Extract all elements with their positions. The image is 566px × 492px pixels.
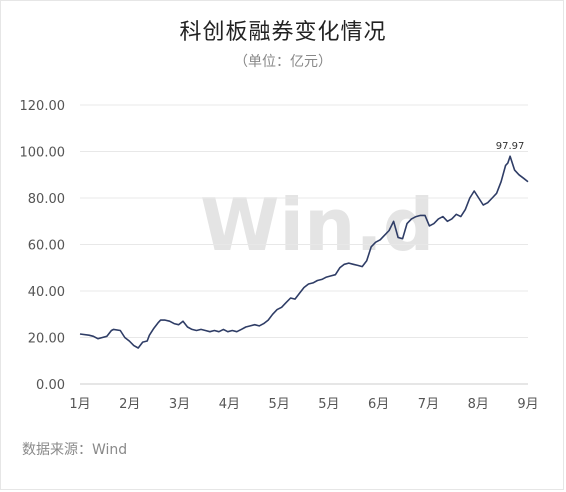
grid-lines — [80, 104, 528, 385]
x-tick-label: 5月 — [318, 397, 339, 412]
y-tick-label: 0.00 — [36, 378, 65, 393]
x-tick-label: 1月 — [69, 397, 90, 412]
x-axis: 1月 2月 3月 4月 5月 5月 6月 7月 8月 9月 — [69, 397, 538, 412]
chart-title: 科创板融券变化情况 — [179, 20, 387, 45]
y-axis: 120.00 100.00 80.00 60.00 40.00 20.00 0.00 — [20, 99, 66, 393]
y-tick-label: 60.00 — [28, 239, 65, 254]
y-tick-label: 40.00 — [28, 285, 65, 300]
x-tick-label: 4月 — [219, 397, 240, 412]
x-tick-label: 7月 — [418, 397, 439, 412]
watermark: Win.d — [200, 183, 434, 267]
y-tick-label: 20.00 — [28, 332, 65, 347]
y-tick-label: 120.00 — [20, 99, 66, 114]
source-note: 数据来源：Wind — [22, 442, 128, 458]
y-tick-label: 100.00 — [20, 146, 66, 161]
y-tick-label: 80.00 — [28, 192, 65, 207]
x-tick-label: 3月 — [169, 397, 190, 412]
x-tick-label: 9月 — [517, 397, 538, 412]
peak-label: 97.97 — [496, 141, 525, 152]
series-line — [79, 155, 529, 349]
x-tick-label: 8月 — [468, 397, 489, 412]
chart-subtitle: （单位：亿元） — [234, 54, 332, 70]
x-tick-label: 5月 — [268, 397, 289, 412]
x-tick-label: 6月 — [368, 397, 389, 412]
x-tick-label: 2月 — [119, 397, 140, 412]
